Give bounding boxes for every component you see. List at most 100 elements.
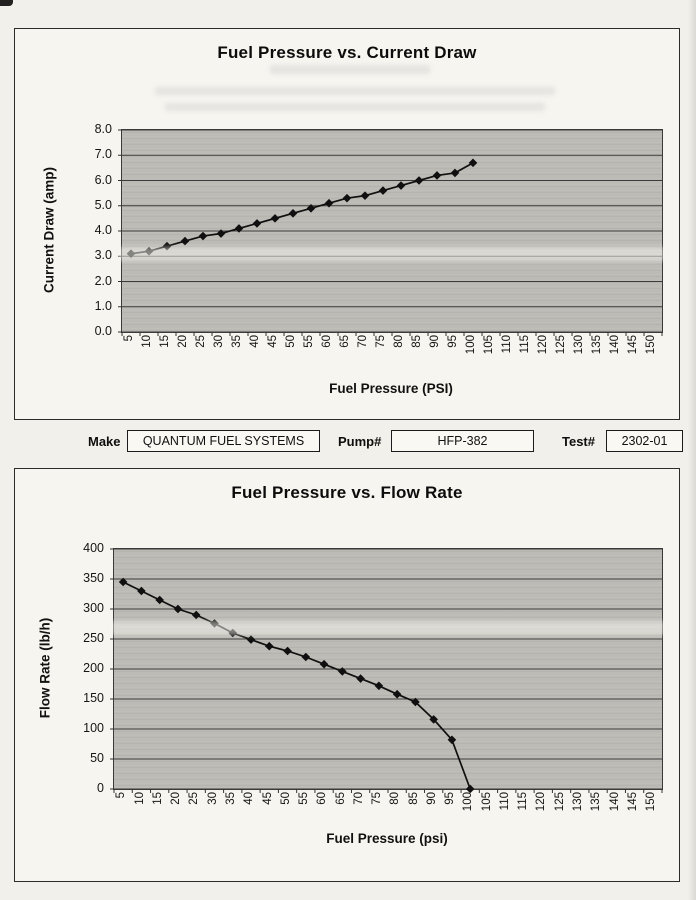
y-tick-label: 300 [83,601,104,615]
y-tick-label: 100 [83,721,104,735]
x-tick-label: 45 [261,792,274,805]
x-tick-label: 145 [626,792,639,812]
y-tick-label: 50 [90,751,104,765]
x-tick-label: 130 [573,335,586,355]
x-tick-label: 55 [303,335,316,348]
x-tick-label: 140 [608,792,621,812]
data-point-marker [465,784,475,794]
x-tick-label: 135 [591,335,604,355]
x-tick-label: 10 [133,792,146,805]
x-tick-label: 25 [188,792,201,805]
chart-title: Fuel Pressure vs. Flow Rate [231,483,463,502]
y-tick-label: 250 [83,631,104,645]
x-tick-label: 20 [170,792,183,805]
data-point-marker [324,198,334,208]
data-point-marker [137,586,146,596]
plot-svg [110,548,663,794]
x-tick-label: 85 [411,335,424,348]
data-point-marker [118,577,128,587]
x-tick-label: 70 [352,792,365,805]
x-tick-label: 35 [224,792,237,805]
x-tick-label: 110 [501,335,514,354]
chart-current-draw: Fuel Pressure vs. Current Draw Current D… [14,28,680,420]
x-tick-label: 50 [285,335,298,348]
y-tick-label: 400 [83,541,104,555]
data-point-marker [162,241,172,251]
y-tick-label: 7.0 [94,147,112,162]
y-tick-label: 0.0 [94,324,112,338]
x-tick-label: 95 [447,335,460,348]
x-tick-label: 125 [553,792,566,812]
x-tick-label: 5 [115,792,128,799]
x-tick-label: 115 [517,792,530,811]
data-point-marker [246,635,256,644]
x-tick-label: 70 [357,335,370,348]
data-point-marker [411,697,420,707]
data-point-marker [144,246,154,256]
data-point-marker [210,619,219,628]
series-line [122,581,471,790]
x-tick-label: 65 [339,335,352,348]
y-tick-label: 0 [97,781,104,795]
data-point-marker [301,652,311,662]
bleedthrough-artifact [155,87,555,95]
y-tick-label: 350 [83,571,104,585]
y-tick-label: 150 [83,691,104,705]
data-point-marker [429,715,438,724]
make-value: QUANTUM FUEL SYSTEMS [142,434,305,448]
data-point-marker [374,681,384,691]
data-point-marker [338,667,347,676]
test-number-value: 2302-01 [621,434,668,448]
x-tick-label: 90 [425,792,438,805]
y-tick-label: 3.0 [94,248,112,263]
data-point-marker [198,231,208,241]
data-point-marker [432,171,442,180]
x-tick-label: 40 [243,792,256,805]
data-point-marker [234,224,244,233]
data-point-marker [252,219,262,228]
x-tick-label: 80 [389,792,402,805]
x-tick-label: 105 [480,792,493,812]
data-point-marker [414,176,424,185]
x-tick-label: 120 [537,335,550,355]
x-tick-label: 145 [627,335,640,355]
x-tick-label: 50 [279,792,292,805]
bleedthrough-artifact [270,65,430,74]
data-point-marker [342,193,352,203]
scan-edge-artifact [0,0,13,6]
plot-area [110,548,665,794]
data-point-marker [173,604,183,614]
x-tick-label: 120 [535,792,548,812]
data-point-marker [396,181,406,190]
data-point-marker [306,203,316,213]
data-point-marker [360,191,370,200]
test-number-value-box: 2302-01 [606,430,683,452]
data-point-marker [216,229,226,238]
data-point-marker [180,236,190,246]
y-tick-label: 1.0 [94,298,112,313]
data-point-marker [319,659,329,669]
y-tick-label: 5.0 [94,197,112,212]
data-point-marker [468,158,478,168]
x-tick-label: 30 [206,792,219,805]
data-point-marker [288,209,298,218]
x-tick-label: 10 [141,335,154,348]
y-tick-label: 4.0 [94,223,112,237]
x-tick-label: 5 [123,335,136,342]
x-tick-label: 30 [213,335,226,348]
x-axis-labels: 5 10 15 20 25 30 35 40 45 50 55 60 65 70 75 80 85 90 95 100… [121,335,661,383]
y-tick-label: 8.0 [94,122,112,136]
plot-svg [118,129,663,336]
x-tick-label: 75 [375,335,388,348]
x-tick-label: 125 [555,335,568,355]
data-point-marker [228,628,238,638]
test-number-label: Test# [562,434,595,449]
x-tick-label: 135 [590,792,603,812]
data-point-marker [270,214,280,223]
data-point-marker [283,646,292,656]
x-tick-label: 115 [519,335,532,354]
x-tick-label: 110 [498,792,511,811]
x-axis-title: Fuel Pressure (psi) [326,831,448,846]
pump-number-value: HFP-382 [437,434,488,448]
